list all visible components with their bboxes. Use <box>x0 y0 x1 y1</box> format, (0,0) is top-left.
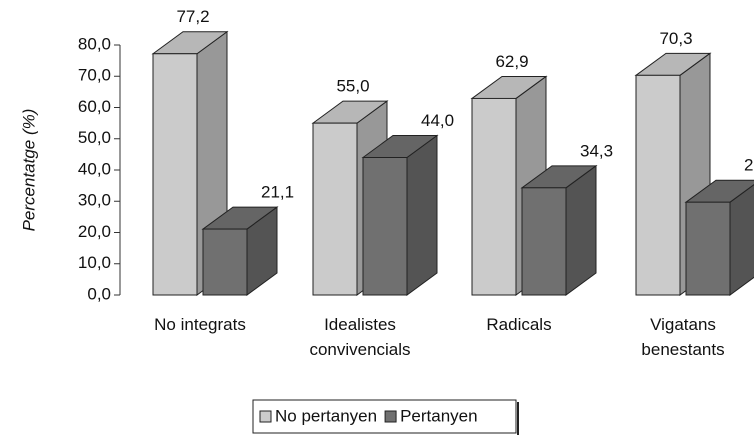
value-label: 77,2 <box>176 7 209 26</box>
x-tick-label: No integrats <box>154 315 246 334</box>
value-label: 62,9 <box>495 52 528 71</box>
bar-front <box>521 187 567 296</box>
value-label: 29,7 <box>744 156 754 175</box>
bar-side <box>565 164 597 296</box>
bar <box>201 206 279 296</box>
value-label: 55,0 <box>336 77 369 96</box>
bar-front <box>152 53 198 296</box>
value-label: 21,1 <box>261 183 294 202</box>
bar-front <box>202 228 248 296</box>
bar-side <box>406 134 438 296</box>
y-tick-label: 20,0 <box>78 222 111 241</box>
y-tick-label: 10,0 <box>78 253 111 272</box>
bar <box>361 134 439 296</box>
bar-front <box>471 97 517 296</box>
x-tick-label: Idealistes convivencials <box>309 315 411 359</box>
value-label: 34,3 <box>580 141 613 160</box>
y-tick-label: 0,0 <box>87 284 111 303</box>
y-tick-label: 30,0 <box>78 191 111 210</box>
legend-box <box>252 399 517 434</box>
bar <box>684 179 754 296</box>
x-tick-label: Vigatans benestants <box>641 315 725 359</box>
bar-front <box>635 74 681 296</box>
y-tick-label: 40,0 <box>78 159 111 178</box>
legend-label: No pertanyen <box>275 406 377 425</box>
y-tick-label: 50,0 <box>78 128 111 147</box>
bar-front <box>312 122 358 296</box>
value-label: 44,0 <box>421 111 454 130</box>
bar-front <box>362 157 408 296</box>
y-tick-label: 70,0 <box>78 66 111 85</box>
y-axis-label: Percentatge (%) <box>19 109 38 232</box>
legend-label: Pertanyen <box>400 406 478 425</box>
legend-swatch <box>384 410 397 423</box>
bar-front <box>685 201 731 296</box>
legend-swatch <box>259 410 272 423</box>
x-tick-label: Radicals <box>486 315 552 334</box>
y-tick-label: 80,0 <box>78 34 111 53</box>
bar <box>520 164 598 296</box>
value-label: 70,3 <box>659 29 692 48</box>
y-tick-label: 60,0 <box>78 97 111 116</box>
